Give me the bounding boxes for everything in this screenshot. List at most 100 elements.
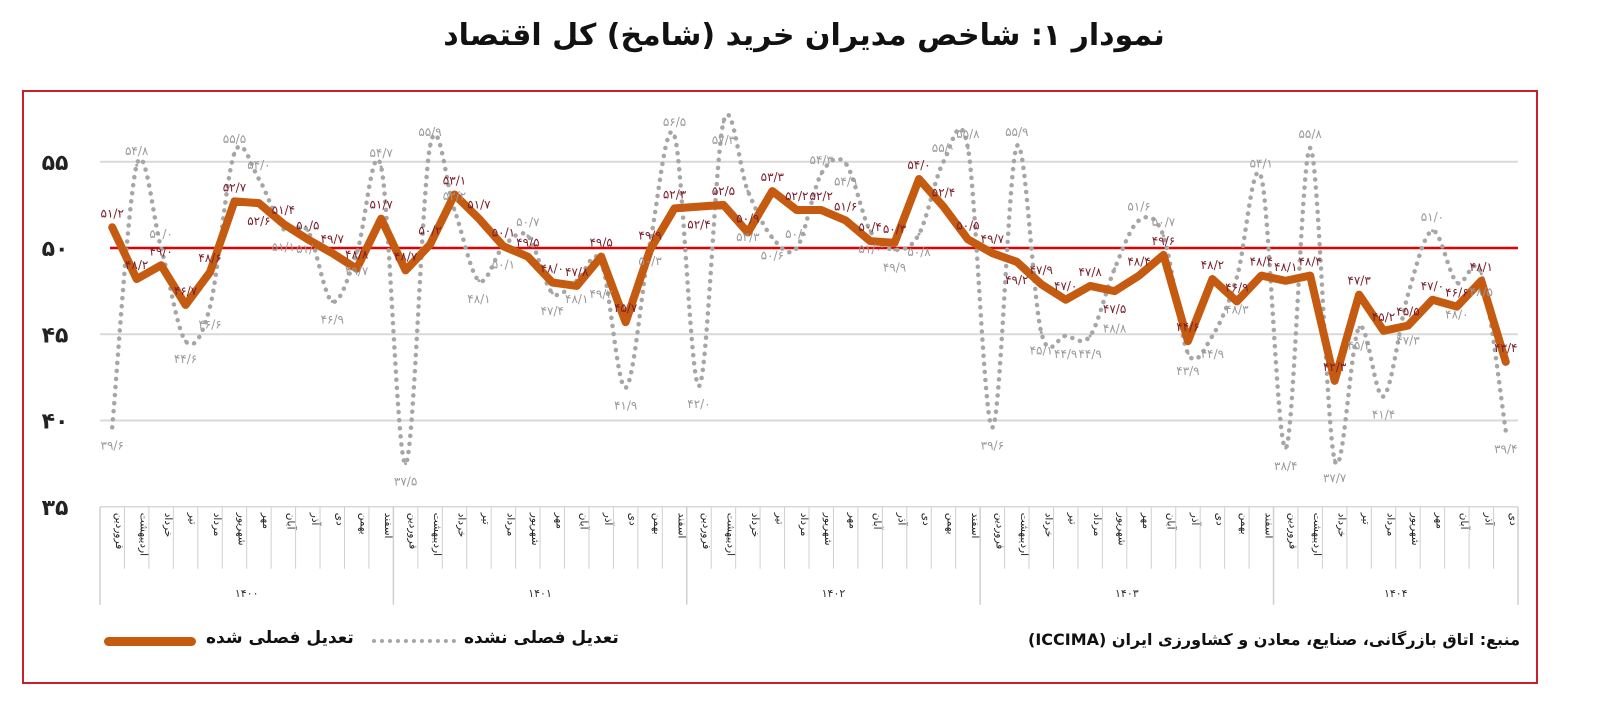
x-tick-label-month: خرداد — [749, 513, 761, 538]
x-tick-label-month: شهریور — [235, 512, 247, 546]
data-label-adjusted: ۴۹/۵ — [516, 236, 539, 250]
data-label-adjusted: ۴۵/۲ — [1372, 310, 1395, 324]
x-tick-label-month: اردیبهشت — [1018, 513, 1030, 556]
data-point-adjusted — [257, 201, 261, 205]
data-point-unadjusted — [697, 384, 701, 388]
x-tick-label-month: مرداد — [211, 513, 223, 537]
data-label-unadjusted: ۵۵/۵ — [223, 132, 246, 146]
data-label-adjusted: ۵۰/۵ — [296, 218, 319, 232]
data-label-adjusted: ۵۲/۷ — [223, 180, 247, 194]
data-label-adjusted: ۴۷/۰ — [1054, 279, 1077, 293]
legend-adjusted-swatch — [104, 637, 196, 646]
x-tick-label-month: اسفند — [382, 513, 394, 539]
data-point-adjusted — [868, 239, 872, 243]
x-tick-label-month: اسفند — [676, 513, 688, 539]
data-label-adjusted: ۵۲/۳ — [663, 187, 687, 201]
data-label-adjusted: ۴۹/۷ — [981, 232, 1005, 246]
data-label-adjusted: ۴۷/۹ — [1030, 263, 1053, 277]
data-point-adjusted — [477, 217, 481, 221]
x-tick-label-month: فروردین — [113, 513, 125, 550]
x-tick-label-month: آذر — [1189, 512, 1202, 527]
data-point-adjusted — [1406, 324, 1410, 328]
data-label-unadjusted: ۵۵/۸ — [956, 127, 980, 141]
x-tick-label-month: دی — [1213, 513, 1225, 526]
data-label-unadjusted: ۵۴/۸ — [125, 144, 149, 158]
data-point-adjusted — [1259, 274, 1263, 278]
data-point-adjusted — [550, 281, 554, 284]
data-label-unadjusted: ۴۴/۹ — [1201, 347, 1224, 361]
x-tick-label-month: تیر — [773, 512, 785, 525]
data-point-unadjusted — [893, 248, 897, 252]
data-label-adjusted: ۴۸/۴ — [1250, 255, 1273, 269]
data-label-unadjusted: ۴۸/۱ — [565, 292, 588, 306]
data-label-adjusted: ۵۲/۲ — [810, 189, 833, 203]
y-tick-label: ۵۰ — [42, 237, 69, 262]
x-tick-label-month: مهر — [1140, 512, 1152, 529]
data-label-adjusted: ۵۲/۴ — [687, 218, 710, 232]
data-label-unadjusted: ۵۲/۲ — [443, 189, 466, 203]
data-label-unadjusted: ۴۸/۰ — [1445, 308, 1468, 322]
data-label-adjusted: ۴۴/۶ — [1176, 320, 1199, 334]
x-tick-label-month: آذر — [309, 512, 322, 527]
data-label-unadjusted: ۴۹/۷ — [345, 264, 369, 278]
x-tick-label-month: فروردین — [407, 513, 419, 550]
data-label-adjusted: ۴۳/۴ — [1494, 341, 1517, 355]
x-tick-label-month: آبان — [284, 513, 297, 531]
data-point-unadjusted — [257, 177, 261, 181]
data-label-unadjusted: ۵۰/۳ — [638, 254, 662, 268]
data-label-adjusted: ۵۱/۷ — [467, 198, 491, 212]
data-label-unadjusted: ۵۰/۷ — [1152, 215, 1176, 229]
y-tick-label: ۴۵ — [42, 323, 69, 348]
x-tick-label-month: شهریور — [822, 512, 834, 546]
data-label-unadjusted: ۵۵/۸ — [1298, 127, 1322, 141]
data-label-unadjusted: ۴۱/۹ — [614, 399, 637, 413]
data-point-unadjusted — [868, 229, 872, 233]
data-label-unadjusted: ۴۷/۴ — [541, 304, 564, 318]
data-label-unadjusted: ۳۷/۷ — [1323, 471, 1347, 485]
data-point-adjusted — [770, 189, 774, 193]
data-point-unadjusted — [428, 144, 432, 148]
data-point-adjusted — [1455, 305, 1459, 309]
data-point-unadjusted — [1113, 267, 1117, 271]
data-point-unadjusted — [110, 425, 114, 429]
data-label-adjusted: ۴۹/۲ — [1005, 273, 1028, 287]
y-tick-label: ۳۵ — [42, 496, 69, 521]
data-label-adjusted: ۵۲/۴ — [932, 186, 955, 200]
data-label-adjusted: ۵۰/۱ — [492, 225, 515, 239]
data-point-unadjusted — [1039, 331, 1043, 335]
x-tick-label-month: فروردین — [1287, 513, 1299, 550]
data-point-adjusted — [575, 284, 579, 288]
data-label-adjusted: ۵۱/۲ — [101, 206, 124, 220]
x-tick-label-month: مرداد — [798, 513, 810, 537]
data-label-unadjusted: ۴۸/۵ — [1470, 285, 1493, 299]
x-tick-label-month: شهریور — [1116, 512, 1128, 546]
data-point-adjusted — [648, 248, 652, 252]
data-point-adjusted — [893, 241, 897, 245]
data-label-unadjusted: ۵۰/۷ — [516, 215, 540, 229]
data-label-adjusted: ۴۹/۶ — [1152, 234, 1175, 248]
y-tick-label: ۵۵ — [42, 151, 69, 176]
x-tick-label-month: تیر — [480, 512, 492, 525]
data-label-adjusted: ۴۹/۵ — [589, 236, 612, 250]
data-label-adjusted: ۵۲/۶ — [247, 214, 270, 228]
data-point-adjusted — [624, 320, 628, 324]
data-label-adjusted: ۵۰/۳ — [883, 222, 907, 236]
data-point-adjusted — [159, 263, 163, 267]
x-tick-label-month: مهر — [553, 512, 565, 529]
data-label-unadjusted: ۵۰/۱ — [492, 257, 515, 271]
data-label-unadjusted: ۵۴/۹ — [834, 174, 857, 188]
data-label-adjusted: ۵۱/۴ — [272, 203, 295, 217]
data-point-unadjusted — [232, 151, 236, 155]
x-tick-label-month: دی — [920, 513, 932, 526]
x-tick-label-month: مهر — [1433, 512, 1445, 529]
data-label-unadjusted: ۴۴/۶ — [174, 352, 197, 366]
data-point-adjusted — [1308, 274, 1312, 278]
x-tick-label-month: اردیبهشت — [138, 513, 150, 556]
data-point-adjusted — [941, 205, 945, 209]
data-label-unadjusted: ۴۶/۹ — [321, 312, 344, 326]
x-tick-label-month: تیر — [1360, 512, 1372, 525]
data-point-unadjusted — [404, 462, 408, 466]
data-point-unadjusted — [746, 189, 750, 193]
data-label-unadjusted: ۴۵/۱ — [1030, 344, 1053, 358]
data-point-adjusted — [1430, 298, 1434, 302]
